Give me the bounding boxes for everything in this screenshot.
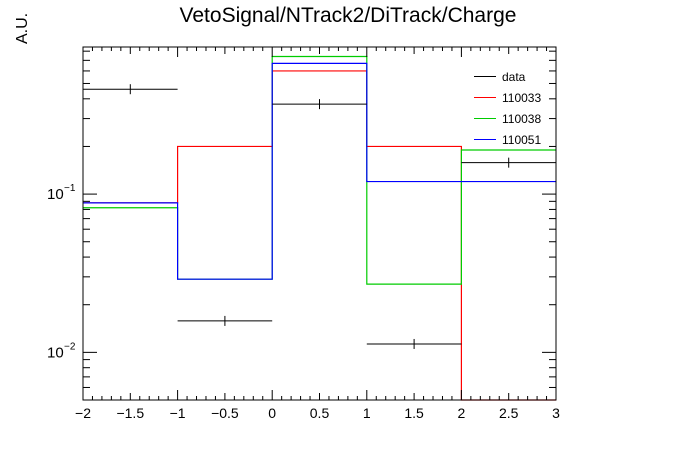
legend-label: 110051 (502, 132, 542, 147)
legend-swatch (474, 139, 496, 140)
x-tick-label: −1.5 (116, 405, 144, 421)
legend-label: 110038 (502, 111, 542, 126)
legend-item: 110033 (474, 87, 541, 108)
x-tick-label: 0.5 (310, 405, 330, 421)
x-tick-label: 0 (268, 405, 276, 421)
y-tick-exponent: −2 (64, 341, 76, 352)
y-tick-exponent: −1 (64, 183, 76, 194)
legend-item: data (474, 66, 541, 87)
legend-swatch (474, 97, 496, 98)
x-tick-label: 2 (458, 405, 466, 421)
x-tick-label: −0.5 (211, 405, 239, 421)
x-tick-label: −1 (170, 405, 186, 421)
legend-swatch (474, 118, 496, 119)
legend-item: 110038 (474, 108, 541, 129)
x-tick-label: 2.5 (499, 405, 519, 421)
y-tick-label: 10 (47, 186, 64, 203)
legend-item: 110051 (474, 129, 541, 150)
x-tick-label: 1 (363, 405, 371, 421)
y-tick-label: 10 (47, 344, 64, 361)
legend-label: 110033 (502, 90, 542, 105)
series-line-110051 (83, 62, 556, 280)
x-tick-label: 3 (552, 405, 560, 421)
legend-swatch (474, 76, 496, 77)
legend-label: data (502, 69, 526, 84)
x-tick-label: 1.5 (404, 405, 424, 421)
chart-title: VetoSignal/NTrack2/DiTrack/Charge (179, 4, 517, 27)
x-tick-label: −2 (75, 405, 91, 421)
legend: data 110033 110038 110051 (474, 66, 541, 150)
